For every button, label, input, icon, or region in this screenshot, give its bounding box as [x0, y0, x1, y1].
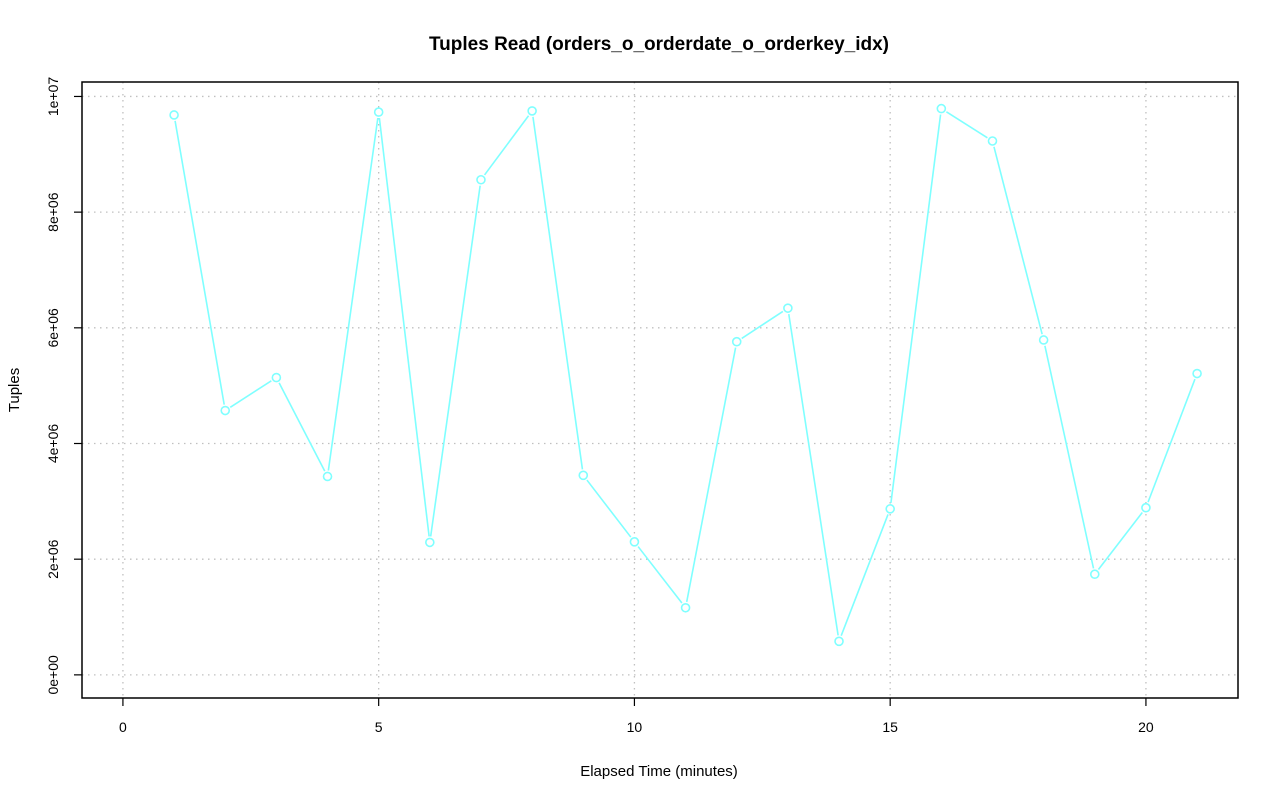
- data-point: [1038, 335, 1049, 345]
- y-tick-label: 6e+06: [45, 308, 61, 348]
- series-line-segment: [993, 146, 1043, 335]
- data-point: [527, 106, 537, 116]
- y-axis-label: Tuples: [6, 368, 23, 412]
- series-line-segment: [637, 546, 683, 604]
- y-tick-label: 8e+06: [45, 192, 61, 232]
- data-point: [578, 470, 589, 481]
- data-point: [834, 636, 844, 647]
- data-point: [783, 303, 793, 313]
- chart-title: Tuples Read (orders_o_orderdate_o_orderk…: [429, 34, 889, 55]
- data-point: [731, 336, 742, 347]
- series-line-segment: [532, 116, 584, 470]
- plot-frame: [81, 81, 1239, 699]
- data-point: [169, 110, 179, 120]
- x-tick-label: 10: [627, 719, 643, 735]
- x-tick-label: 20: [1138, 719, 1154, 735]
- series-line-segment: [586, 479, 632, 538]
- x-axis-label: Elapsed Time (minutes): [580, 763, 738, 780]
- x-tick-label: 0: [119, 719, 127, 735]
- series-line-segment: [787, 313, 839, 636]
- series-line-segment: [483, 115, 530, 176]
- data-point: [936, 103, 947, 114]
- data-point: [425, 537, 435, 548]
- data-point: [220, 405, 231, 416]
- series-line-segment: [327, 117, 379, 471]
- series-line-segment: [685, 347, 737, 603]
- data-point: [373, 107, 384, 117]
- y-tick-label: 2e+06: [45, 539, 61, 579]
- series-line-segment: [229, 380, 272, 408]
- series-line-segment: [1147, 378, 1196, 503]
- data-point: [1192, 368, 1202, 379]
- series-layer: [169, 103, 1202, 647]
- x-tick-label: 15: [882, 719, 898, 735]
- data-point: [885, 504, 895, 514]
- data-point: [1089, 569, 1100, 580]
- series-line-segment: [840, 514, 889, 637]
- series-line-segment: [174, 120, 225, 405]
- y-tick-label: 0e+00: [45, 655, 61, 695]
- data-point: [629, 537, 640, 547]
- data-point: [1141, 502, 1151, 513]
- x-tick-label: 5: [375, 719, 383, 735]
- axis-ticks: 0 5 10 15 20 0e+00 2e+06 4e+06 6e+06 8e+06 1e+07: [45, 77, 1154, 735]
- y-tick-label: 1e+07: [45, 77, 61, 117]
- data-point: [476, 174, 486, 185]
- series-line-segment: [1044, 345, 1095, 569]
- data-point: [271, 372, 282, 383]
- series-line-segment: [278, 382, 326, 472]
- data-point: [987, 136, 998, 146]
- series-line-segment: [945, 111, 988, 139]
- series-line-segment: [429, 185, 481, 537]
- grid-lines: [82, 82, 1238, 698]
- series-line-segment: [741, 310, 784, 340]
- series-line-segment: [890, 114, 942, 504]
- series-line-segment: [378, 117, 430, 537]
- data-point: [680, 602, 691, 613]
- series-line-segment: [1097, 511, 1143, 570]
- y-tick-label: 4e+06: [45, 424, 61, 464]
- data-point: [322, 471, 333, 482]
